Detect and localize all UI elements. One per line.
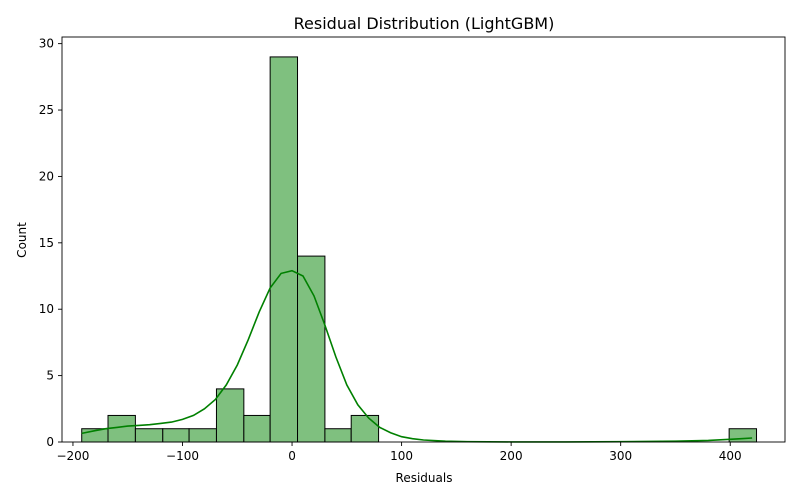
histogram-bar-4 — [188, 428, 217, 443]
x-tick-label: 400 — [719, 449, 742, 463]
chart-title: Residual Distribution (LightGBM) — [294, 14, 555, 33]
y-tick-label: 0 — [46, 435, 54, 449]
y-tick-label: 15 — [39, 236, 54, 250]
x-tick-label: −200 — [56, 449, 89, 463]
y-tick-label: 10 — [39, 302, 54, 316]
histogram-bar-2 — [134, 428, 164, 443]
histogram-bars — [81, 56, 758, 443]
histogram-bar-11 — [728, 428, 758, 443]
x-tick-label: 100 — [390, 449, 413, 463]
x-axis-ticks: −200 −100 0 100 200 300 400 — [56, 442, 742, 463]
y-tick-label: 20 — [39, 169, 54, 183]
histogram-bar-8 — [297, 255, 326, 443]
y-axis-label: Count — [15, 222, 29, 258]
x-tick-label: 200 — [500, 449, 523, 463]
plot-frame — [61, 36, 786, 443]
kde-curve — [81, 269, 753, 443]
x-axis-label: Residuals — [396, 471, 453, 485]
histogram-bar-5 — [215, 388, 245, 443]
y-tick-label: 5 — [46, 369, 54, 383]
histogram-bar-9 — [324, 428, 352, 443]
y-tick-label: 30 — [39, 37, 54, 51]
histogram-bar-7 — [269, 56, 299, 443]
histogram-bar-6 — [243, 414, 271, 443]
x-tick-label: 300 — [609, 449, 632, 463]
y-tick-label: 25 — [39, 103, 54, 117]
histogram-bar-3 — [162, 428, 190, 443]
histogram-bar-10 — [350, 414, 380, 443]
histogram-bar-1 — [107, 414, 136, 443]
x-tick-label: −100 — [166, 449, 199, 463]
x-tick-label: 0 — [288, 449, 296, 463]
y-axis-ticks: 0 5 10 15 20 25 30 — [39, 37, 62, 449]
